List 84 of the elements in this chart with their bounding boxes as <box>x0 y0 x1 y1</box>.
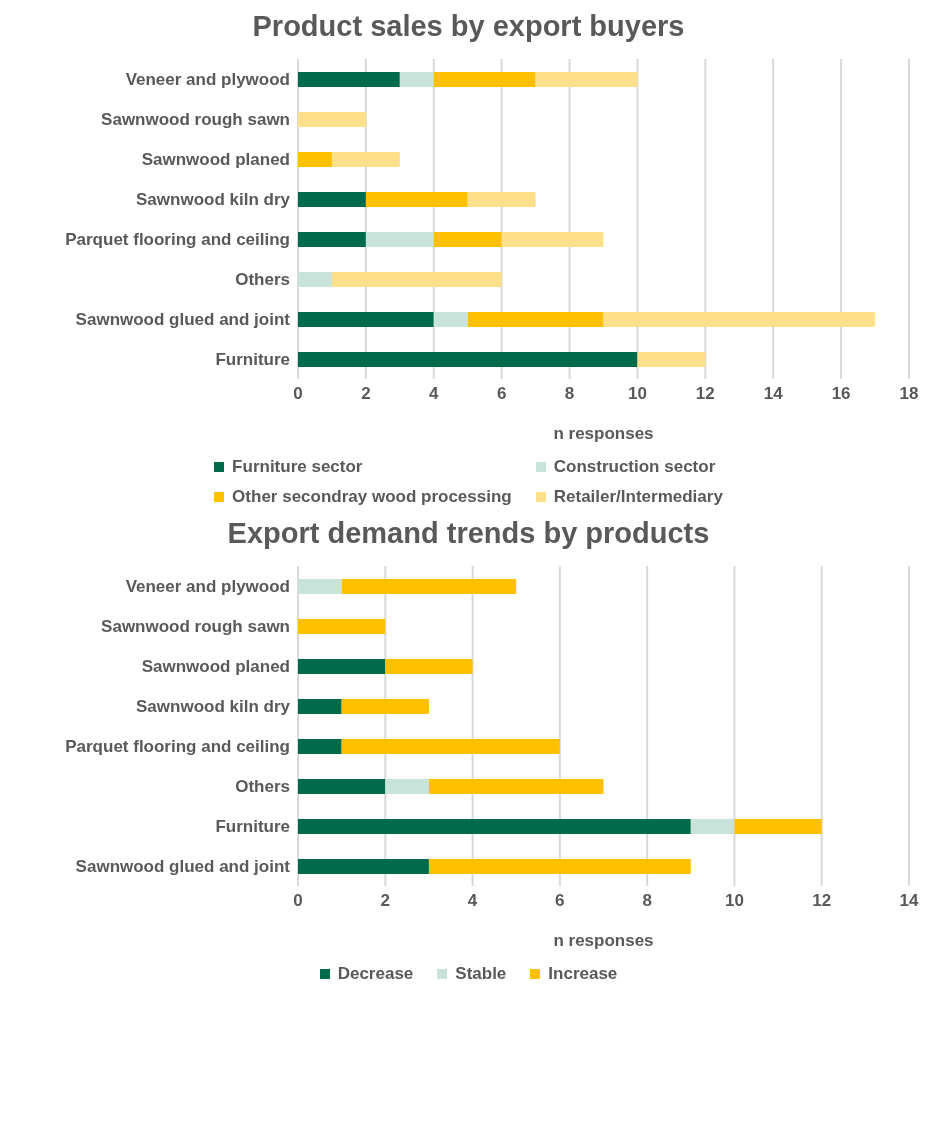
legend-label: Furniture sector <box>232 457 363 477</box>
bar <box>298 579 342 594</box>
bar <box>331 152 400 167</box>
bar <box>501 232 604 247</box>
bar <box>298 739 342 754</box>
bar <box>298 272 332 287</box>
x-tick-label: 12 <box>812 891 832 911</box>
y-tick-label: Others <box>235 777 290 797</box>
y-tick-label: Sawnwood glued and joint <box>75 310 291 330</box>
bar <box>433 232 502 247</box>
bar <box>331 272 502 287</box>
bar <box>298 312 434 327</box>
y-tick-label: Sawnwood kiln dry <box>136 190 291 210</box>
x-tick-label: 0 <box>293 891 303 911</box>
bar <box>298 232 366 247</box>
y-tick-label: Veneer and plywood <box>125 577 290 597</box>
legend-label: Stable <box>455 964 507 984</box>
bar <box>535 72 638 87</box>
bar <box>467 192 536 207</box>
x-tick-label: 6 <box>496 384 507 404</box>
bar <box>385 659 473 674</box>
x-tick-label: 14 <box>763 384 784 404</box>
x-tick-label: 6 <box>555 891 565 911</box>
legend-label: Increase <box>548 964 618 984</box>
y-tick-label: Veneer and plywood <box>125 70 290 90</box>
x-tick-label: 4 <box>429 384 440 404</box>
bar <box>433 312 468 327</box>
bar <box>428 859 691 874</box>
y-tick-label: Sawnwood planed <box>141 150 290 170</box>
bar <box>385 779 429 794</box>
bar <box>298 859 429 874</box>
legend-label: Construction sector <box>553 457 716 477</box>
y-tick-label: Sawnwood kiln dry <box>136 697 291 717</box>
bar <box>690 819 735 834</box>
legend-label: Other secondray wood processing <box>232 487 512 507</box>
bar <box>298 152 332 167</box>
y-tick-label: Sawnwood glued and joint <box>75 857 291 877</box>
chart-title: Product sales by export buyers <box>251 10 686 43</box>
bar <box>298 779 386 794</box>
bar <box>433 72 536 87</box>
bar <box>298 699 342 714</box>
x-tick-label: 10 <box>627 384 647 404</box>
y-tick-label: Others <box>235 270 290 290</box>
legend-label: Decrease <box>337 964 414 984</box>
x-tick-label: 14 <box>899 891 919 911</box>
x-tick-label: 2 <box>380 891 391 911</box>
x-tick-label: 16 <box>831 384 851 404</box>
bar <box>365 192 468 207</box>
bar <box>298 819 691 834</box>
x-tick-label: 2 <box>361 384 371 404</box>
bar <box>637 352 706 367</box>
bar <box>298 192 366 207</box>
x-tick-label: 8 <box>564 384 575 404</box>
chart-title: Export demand trends by products <box>226 517 711 550</box>
x-tick-label: 0 <box>293 384 303 404</box>
x-tick-label: 18 <box>899 384 919 404</box>
y-tick-label: Furniture <box>215 817 290 837</box>
bar <box>399 72 434 87</box>
bar <box>298 72 400 87</box>
y-tick-label: Sawnwood rough sawn <box>101 617 290 637</box>
x-axis-title: n responses <box>553 931 654 950</box>
x-tick-label: 10 <box>724 891 744 911</box>
y-tick-label: Furniture <box>215 350 290 370</box>
y-tick-label: Parquet flooring and ceiling <box>65 737 290 757</box>
bar <box>734 819 822 834</box>
y-tick-label: Sawnwood planed <box>141 657 290 677</box>
bar <box>467 312 604 327</box>
x-tick-label: 12 <box>695 384 715 404</box>
bar <box>298 659 386 674</box>
bar <box>341 739 560 754</box>
bar <box>298 619 386 634</box>
bar <box>298 112 366 127</box>
y-tick-label: Parquet flooring and ceiling <box>65 230 290 250</box>
bar <box>341 699 429 714</box>
bar <box>341 579 517 594</box>
bar <box>298 352 638 367</box>
x-axis-title: n responses <box>553 424 654 443</box>
legend-label: Retailer/Intermediary <box>553 487 723 507</box>
bar <box>603 312 876 327</box>
x-tick-label: 4 <box>467 891 478 911</box>
x-tick-label: 8 <box>642 891 652 911</box>
y-tick-label: Sawnwood rough sawn <box>101 110 290 130</box>
bar <box>428 779 604 794</box>
bar <box>365 232 434 247</box>
